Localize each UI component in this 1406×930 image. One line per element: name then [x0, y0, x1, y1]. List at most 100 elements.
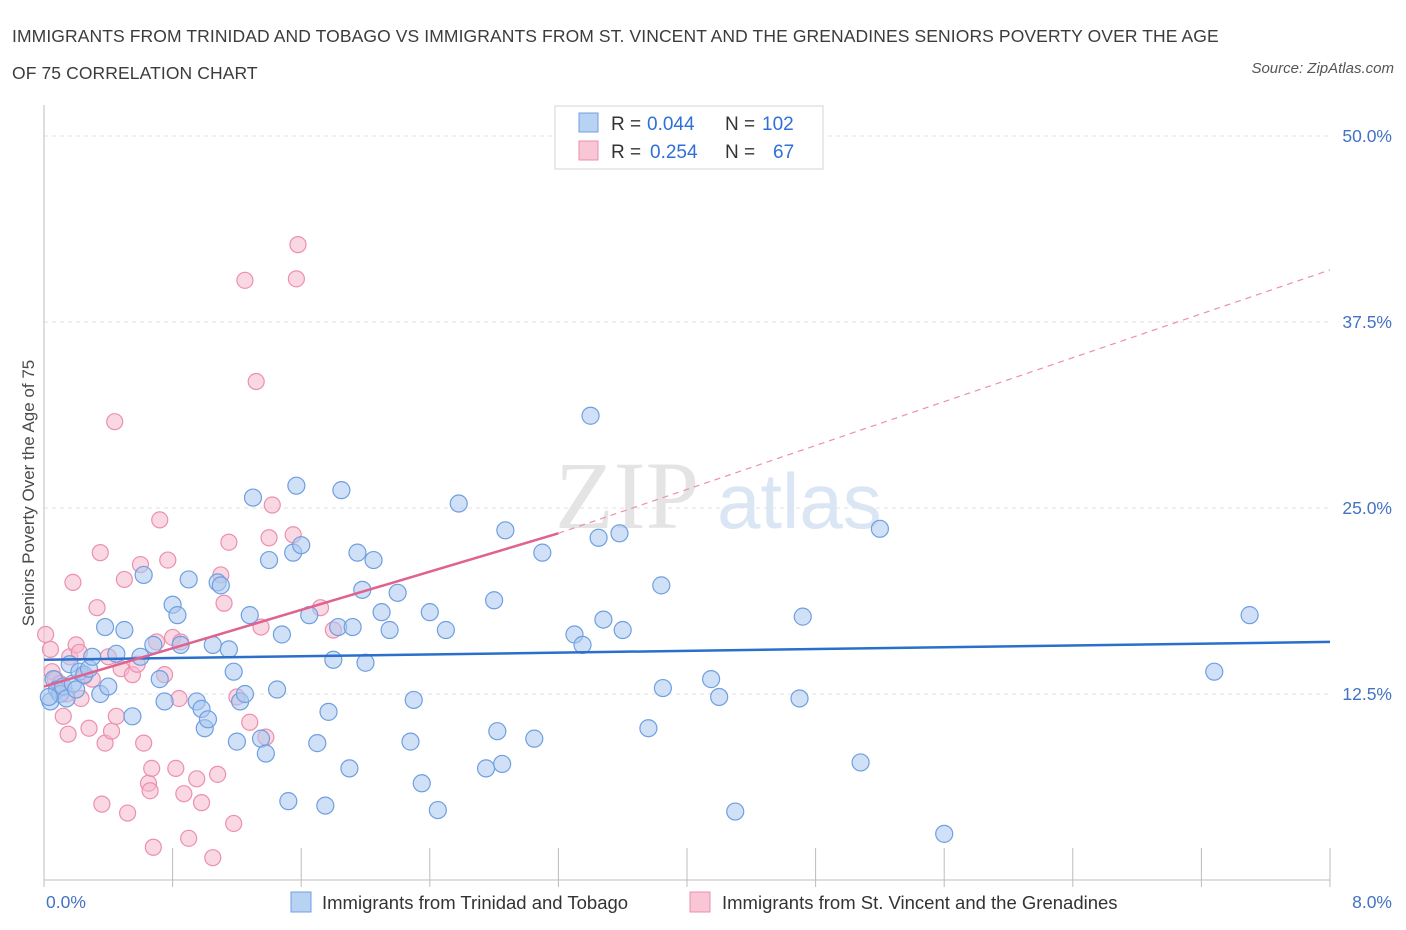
point-trinidad-84	[589, 528, 608, 547]
point-trinidad-83	[581, 406, 600, 425]
point-trinidad-40	[240, 606, 259, 625]
point-st-vincent-48	[204, 849, 222, 867]
point-trinidad-47	[279, 792, 298, 811]
point-trinidad-75	[485, 591, 504, 610]
point-trinidad-59	[343, 617, 362, 637]
trend-lines	[43, 269, 1331, 688]
point-trinidad-49	[287, 476, 306, 495]
stats-legend: R = 0.044 N = 102 R = 0.254 N = 67	[554, 105, 824, 170]
bottom-legend-swatch-pink	[689, 891, 711, 913]
point-st-vincent-24	[107, 707, 125, 725]
point-trinidad-73	[449, 494, 468, 513]
point-trinidad-21	[144, 635, 163, 654]
point-trinidad-97	[870, 519, 890, 538]
point-trinidad-100	[1240, 606, 1259, 625]
point-st-vincent-53	[225, 814, 243, 833]
y-tick-label-0: 12.5%	[1342, 684, 1392, 704]
point-st-vincent-33	[141, 782, 159, 800]
point-st-vincent-63	[287, 270, 305, 288]
point-st-vincent-46	[188, 770, 206, 788]
point-trinidad-92	[710, 687, 729, 707]
point-trinidad-37	[227, 732, 246, 751]
point-trinidad-87	[613, 620, 632, 640]
point-trinidad-68	[404, 690, 423, 710]
point-st-vincent-35	[144, 838, 162, 856]
point-st-vincent-27	[118, 804, 137, 822]
point-trinidad-20	[134, 565, 153, 585]
point-trinidad-91	[702, 670, 721, 689]
point-st-vincent-47	[192, 794, 211, 812]
bottom-legend-label-2: Immigrants from St. Vincent and the Gren…	[722, 892, 1118, 913]
x-tick-labels: 0.0% 8.0%	[46, 892, 1392, 912]
point-trinidad-88	[639, 719, 658, 738]
point-st-vincent-37	[151, 511, 169, 529]
point-st-vincent-45	[180, 829, 198, 847]
point-trinidad-77	[493, 754, 512, 774]
point-trinidad-36	[224, 662, 243, 681]
y-axis-label: Seniors Poverty Over the Age of 75	[19, 360, 38, 626]
grid-lines	[44, 135, 1330, 695]
trend-line-trinidad	[43, 640, 1331, 662]
point-trinidad-55	[324, 650, 343, 669]
y-tick-labels: 12.5% 25.0% 37.5% 50.0%	[1342, 126, 1392, 704]
legend-r-value-1: 0.044	[647, 114, 695, 135]
series-legend: Immigrants from Trinidad and Tobago Immi…	[290, 891, 1118, 913]
point-trinidad-22	[150, 670, 169, 689]
point-st-vincent-56	[241, 713, 259, 731]
point-trinidad-60	[348, 543, 367, 562]
point-st-vincent-42	[170, 689, 188, 708]
bottom-legend-swatch-blue	[290, 891, 312, 913]
point-st-vincent-22	[102, 722, 121, 740]
y-tick-label-2: 37.5%	[1342, 312, 1392, 332]
point-trinidad-44	[259, 550, 279, 570]
x-tick-label-0: 0.0%	[46, 892, 86, 912]
series-st-vincent-points	[37, 236, 342, 867]
point-st-vincent-10	[64, 573, 82, 592]
point-trinidad-53	[316, 796, 335, 815]
watermark: ZIP atlas	[555, 442, 882, 549]
point-st-vincent-39	[159, 551, 177, 569]
point-trinidad-79	[525, 729, 544, 748]
point-st-vincent-8	[59, 725, 77, 743]
point-trinidad-89	[652, 576, 671, 595]
point-st-vincent-17	[88, 599, 106, 617]
stats-legend-box	[554, 105, 824, 170]
point-trinidad-99	[1205, 662, 1224, 681]
point-trinidad-66	[388, 583, 407, 602]
point-st-vincent-61	[263, 496, 281, 514]
point-trinidad-39	[235, 684, 255, 704]
point-trinidad-46	[272, 625, 292, 644]
legend-r-label-2: R =	[611, 142, 641, 163]
point-st-vincent-60	[260, 529, 278, 547]
point-trinidad-76	[488, 722, 507, 741]
point-trinidad-69	[412, 774, 431, 793]
point-st-vincent-52	[220, 533, 238, 551]
chart-title: IMMIGRANTS FROM TRINIDAD AND TOBAGO VS I…	[12, 26, 1219, 83]
legend-swatch-pink	[578, 140, 599, 161]
point-st-vincent-49	[209, 765, 227, 783]
point-st-vincent-44	[175, 785, 193, 803]
point-st-vincent-19	[93, 795, 111, 813]
point-trinidad-27	[179, 570, 198, 589]
point-trinidad-8	[67, 680, 86, 699]
source-label: Source: ZipAtlas.com	[1251, 60, 1394, 77]
legend-n-value-2: 67	[773, 142, 794, 163]
point-trinidad-58	[340, 759, 359, 778]
point-trinidad-98	[935, 824, 954, 843]
point-trinidad-57	[332, 481, 351, 500]
point-trinidad-14	[95, 617, 115, 637]
point-st-vincent-26	[115, 570, 133, 589]
axes	[43, 105, 1331, 887]
y-tick-label-1: 25.0%	[1342, 498, 1392, 518]
point-trinidad-50	[292, 536, 311, 555]
point-st-vincent-51	[215, 594, 233, 612]
point-trinidad-62	[356, 653, 375, 672]
legend-swatch-blue	[578, 112, 599, 133]
point-trinidad-43	[256, 744, 275, 763]
point-st-vincent-34	[143, 759, 161, 778]
point-st-vincent-1	[41, 640, 60, 658]
point-trinidad-15	[99, 677, 118, 696]
trend-line-st-vincent	[43, 532, 559, 688]
point-st-vincent-31	[135, 734, 153, 752]
